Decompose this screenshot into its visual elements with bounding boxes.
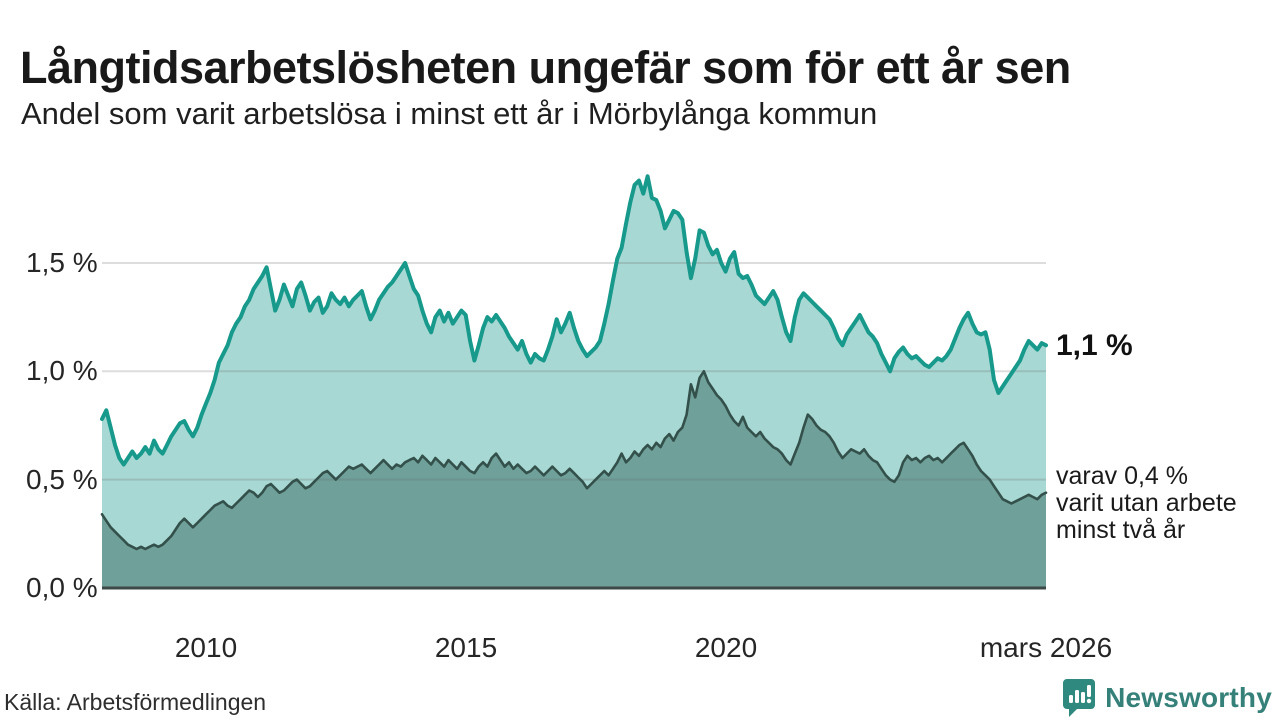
line-one-year bbox=[100, 174, 1048, 467]
annotation-latest-total: 1,1 % bbox=[1056, 329, 1133, 362]
area-fill-two-years bbox=[102, 371, 1046, 588]
x-axis-label: mars 2026 bbox=[979, 632, 1113, 663]
line-two-years bbox=[100, 370, 1048, 551]
annotation-line: varit utan arbete bbox=[1056, 489, 1237, 517]
annotation-line: varav 0,4 % bbox=[1056, 462, 1189, 490]
x-axis-label: 2020 bbox=[694, 632, 758, 663]
x-axis-label: 2010 bbox=[174, 632, 238, 663]
y-axis-label: 0,5 % bbox=[26, 463, 98, 495]
source-note: Källa: Arbetsförmedlingen bbox=[4, 689, 267, 715]
y-axis-label: 1,5 % bbox=[26, 246, 98, 278]
chart-subtitle: Andel som varit arbetslösa i minst ett å… bbox=[21, 96, 878, 131]
y-axis-label: 1,0 % bbox=[26, 355, 98, 387]
annotation-two-year-share: varav 0,4 % varit utan arbete minst två … bbox=[1056, 463, 1237, 544]
newsworthy-logo-text: Newsworthy bbox=[1105, 682, 1272, 713]
annotation-line: minst två år bbox=[1056, 516, 1186, 544]
newsworthy-logo: Newsworthy bbox=[1062, 676, 1272, 720]
newsworthy-logo-icon bbox=[1063, 679, 1096, 717]
y-axis-label: 0,0 % bbox=[26, 572, 98, 603]
x-axis-label: 2015 bbox=[434, 632, 498, 663]
page-title: Långtidsarbetslösheten ungefär som för e… bbox=[20, 42, 1071, 94]
